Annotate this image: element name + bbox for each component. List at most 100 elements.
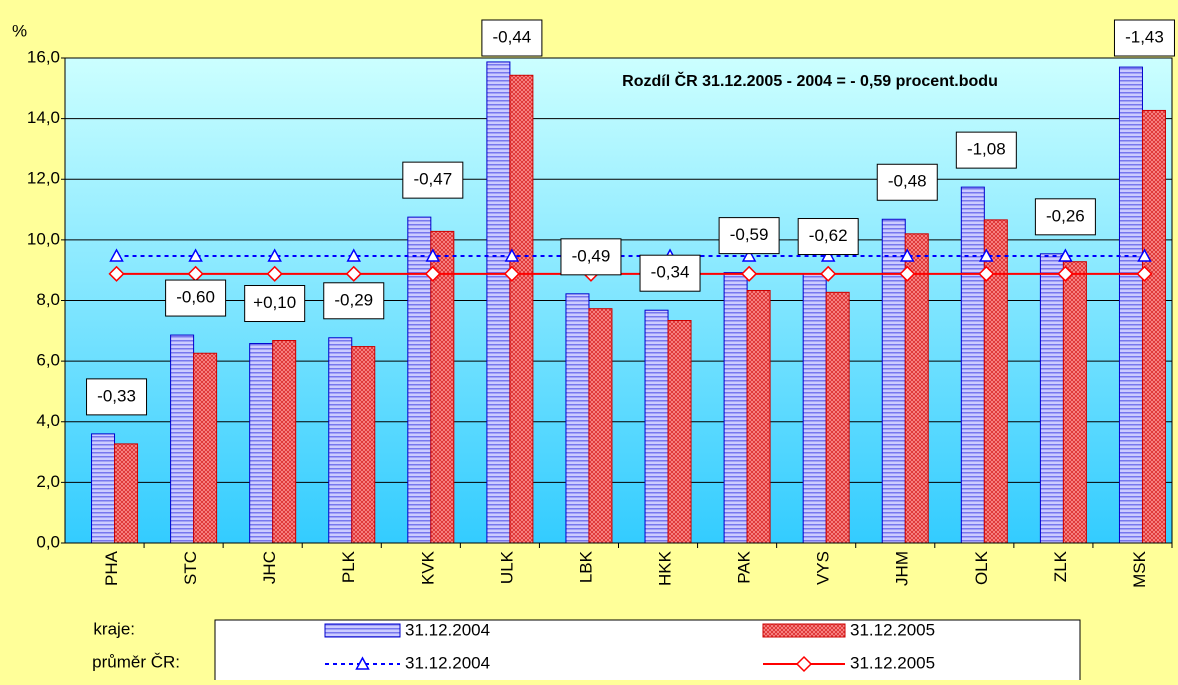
marker xyxy=(741,265,758,282)
difference-box xyxy=(165,279,227,317)
x-tick-label: ZLK xyxy=(1051,550,1070,582)
difference-box xyxy=(797,218,859,256)
marker xyxy=(346,248,362,262)
x-tick-label: ULK xyxy=(497,550,516,584)
x-tick-label: STC xyxy=(181,551,200,585)
marker xyxy=(979,248,994,262)
marker xyxy=(820,265,837,282)
difference-label: -0,44 xyxy=(493,27,532,46)
bar xyxy=(407,216,432,544)
difference-box xyxy=(323,282,385,320)
difference-label: -0,26 xyxy=(1046,206,1085,225)
difference-label: -0,49 xyxy=(572,246,611,265)
bar xyxy=(667,320,692,544)
marker xyxy=(109,248,124,262)
x-tick-label: JHM xyxy=(893,551,912,586)
y-tick-label: 12,0 xyxy=(27,169,60,188)
bar xyxy=(723,272,748,544)
difference-box xyxy=(481,19,543,57)
bar xyxy=(960,186,985,544)
difference-box xyxy=(86,378,148,416)
difference-label: -0,34 xyxy=(651,263,690,282)
difference-label: -0,59 xyxy=(730,225,769,244)
marker xyxy=(188,248,203,262)
marker xyxy=(504,248,520,262)
legend-label: 31.12.2005 xyxy=(850,653,935,672)
x-tick-label: PAK xyxy=(735,550,754,583)
bar xyxy=(91,433,116,544)
legend-swatch xyxy=(324,623,401,638)
difference-label: -1,08 xyxy=(967,140,1006,159)
difference-box xyxy=(402,161,464,199)
x-tick-label: OLK xyxy=(972,550,991,585)
legend-label: 31.12.2004 xyxy=(405,620,490,639)
marker xyxy=(266,265,283,282)
bar xyxy=(1062,261,1087,544)
difference-box xyxy=(1113,19,1175,57)
y-tick-label: 4,0 xyxy=(36,411,60,430)
y-tick-label: 2,0 xyxy=(36,472,60,491)
annotation: Rozdíl ČR 31.12.2005 - 2004 = - 0,59 pro… xyxy=(622,71,998,90)
bar xyxy=(170,334,195,544)
x-tick-label: VYS xyxy=(814,551,833,585)
marker xyxy=(425,248,441,262)
difference-label: -0,48 xyxy=(888,172,927,191)
bar xyxy=(588,308,613,544)
y-tick-label: 6,0 xyxy=(36,351,60,370)
difference-box xyxy=(718,217,780,255)
marker xyxy=(1058,248,1073,262)
legend-label: 31.12.2004 xyxy=(405,653,490,672)
x-tick-label: MSK xyxy=(1130,550,1149,588)
difference-box xyxy=(639,254,701,292)
x-tick-label: KVK xyxy=(418,550,437,585)
marker xyxy=(1137,248,1152,262)
difference-label: +0,10 xyxy=(253,293,296,312)
bar xyxy=(193,352,218,544)
difference-label: -0,62 xyxy=(809,226,848,245)
x-tick-label: PLK xyxy=(339,550,358,583)
bar xyxy=(351,346,376,544)
legend-marker xyxy=(795,655,813,673)
bar xyxy=(249,343,274,544)
bar xyxy=(1141,109,1166,544)
bar xyxy=(272,340,297,544)
bar xyxy=(1118,66,1143,544)
bar xyxy=(881,218,906,544)
y-axis-label: % xyxy=(12,21,27,40)
y-tick-label: 14,0 xyxy=(27,108,60,127)
legend-marker xyxy=(355,656,370,670)
bar xyxy=(486,61,511,544)
bar xyxy=(802,273,827,544)
bar xyxy=(565,293,590,544)
marker xyxy=(345,265,362,282)
bar xyxy=(746,289,771,544)
bar xyxy=(825,291,850,544)
marker xyxy=(108,265,125,282)
marker xyxy=(820,248,836,262)
bar xyxy=(509,74,534,544)
difference-label: -0,29 xyxy=(334,290,373,309)
difference-box xyxy=(244,285,306,323)
difference-box xyxy=(1034,198,1096,236)
marker xyxy=(741,248,757,262)
bar xyxy=(328,337,353,544)
marker xyxy=(1057,265,1074,282)
difference-label: -0,60 xyxy=(176,288,215,307)
marker xyxy=(978,265,995,282)
x-tick-label: HKK xyxy=(656,550,675,586)
legend-group-label: kraje: xyxy=(93,619,135,638)
marker xyxy=(503,265,520,282)
bar xyxy=(644,309,669,544)
y-tick-label: 10,0 xyxy=(27,229,60,248)
difference-label: -0,33 xyxy=(97,386,136,405)
legend-swatch xyxy=(762,623,846,638)
difference-label: -0,47 xyxy=(413,170,452,189)
x-tick-label: LBK xyxy=(576,550,595,583)
marker xyxy=(899,265,916,282)
y-tick-label: 0,0 xyxy=(36,532,60,551)
marker xyxy=(424,265,441,282)
bar xyxy=(1039,253,1064,544)
difference-label: -1,43 xyxy=(1125,27,1164,46)
y-tick-label: 8,0 xyxy=(36,290,60,309)
